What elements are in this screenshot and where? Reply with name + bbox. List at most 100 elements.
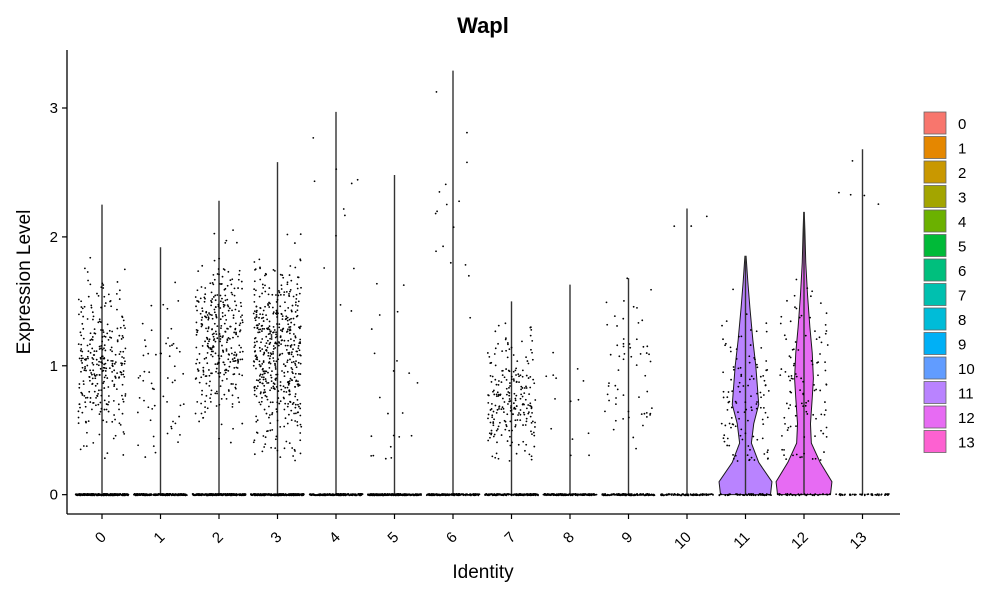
- expression-point: [645, 411, 648, 414]
- expression-point: [197, 270, 200, 273]
- expression-point: [237, 278, 240, 281]
- expression-point: [221, 336, 224, 339]
- expression-point: [504, 338, 507, 341]
- expression-point: [212, 345, 215, 347]
- expression-point: [522, 424, 524, 426]
- expression-point: [752, 435, 755, 438]
- expression-point: [112, 437, 115, 440]
- expression-point: [623, 300, 625, 302]
- expression-point: [116, 308, 118, 311]
- expression-point: [207, 316, 210, 319]
- expression-point: [276, 323, 278, 325]
- expression-point: [283, 339, 286, 342]
- expression-point: [147, 406, 150, 409]
- expression-point: [241, 314, 244, 317]
- expression-point: [150, 382, 153, 385]
- expression-point: [206, 407, 209, 410]
- expression-point: [490, 402, 493, 405]
- expression-point: [522, 403, 524, 405]
- zero-point: [83, 494, 86, 496]
- expression-point: [274, 438, 277, 441]
- expression-point: [111, 360, 114, 362]
- expression-point: [296, 304, 299, 307]
- expression-point: [291, 304, 294, 307]
- expression-point: [750, 375, 753, 378]
- expression-point: [788, 355, 791, 358]
- zero-point: [640, 494, 643, 496]
- expression-point: [635, 447, 637, 450]
- zero-point: [192, 494, 195, 497]
- expression-point: [297, 372, 300, 375]
- expression-point: [296, 411, 299, 414]
- expression-point: [274, 346, 277, 349]
- legend-swatch: [923, 111, 947, 135]
- zero-point: [712, 494, 714, 496]
- expression-point: [222, 350, 224, 352]
- expression-point: [501, 374, 504, 377]
- expression-point: [118, 377, 120, 379]
- expression-point: [444, 183, 447, 186]
- expression-point: [750, 456, 753, 459]
- expression-point: [343, 214, 346, 217]
- expression-point: [270, 387, 273, 389]
- expression-point: [738, 417, 740, 420]
- expression-point: [514, 408, 517, 410]
- expression-point: [239, 322, 242, 325]
- legend-swatch: [923, 160, 947, 184]
- zero-point: [200, 493, 203, 496]
- expression-point: [339, 303, 342, 306]
- expression-point: [178, 415, 181, 418]
- expression-point: [91, 383, 94, 385]
- expression-point: [496, 428, 499, 430]
- expression-point: [493, 433, 496, 436]
- expression-point: [121, 394, 123, 397]
- expression-point: [171, 381, 174, 384]
- expression-point: [819, 389, 822, 392]
- expression-point: [754, 358, 756, 361]
- expression-point: [281, 330, 284, 333]
- expression-point: [533, 382, 536, 385]
- expression-point: [849, 193, 852, 196]
- expression-point: [256, 358, 259, 361]
- expression-point: [119, 371, 122, 373]
- expression-point: [222, 301, 225, 304]
- expression-point: [151, 408, 154, 410]
- zero-point: [851, 493, 854, 496]
- zero-point: [724, 494, 727, 497]
- expression-point: [504, 428, 507, 431]
- expression-point: [530, 458, 533, 461]
- expression-point: [299, 341, 301, 343]
- expression-point: [196, 368, 199, 371]
- expression-point: [628, 343, 631, 345]
- expression-point: [805, 410, 808, 413]
- expression-point: [166, 307, 169, 310]
- expression-point: [205, 310, 208, 313]
- zero-point: [390, 493, 393, 495]
- expression-point: [522, 440, 525, 443]
- expression-point: [283, 371, 286, 374]
- expression-point: [289, 345, 292, 347]
- expression-point: [142, 379, 145, 382]
- expression-point: [261, 362, 264, 365]
- expression-point: [232, 229, 234, 231]
- expression-point: [294, 450, 296, 452]
- expression-point: [289, 290, 291, 293]
- expression-point: [800, 402, 803, 405]
- expression-point: [356, 178, 359, 181]
- expression-point: [221, 379, 224, 382]
- expression-point: [255, 420, 258, 423]
- expression-point: [779, 374, 782, 377]
- zero-point: [491, 494, 494, 497]
- expression-point: [705, 215, 708, 218]
- expression-point: [795, 278, 798, 281]
- expression-point: [267, 293, 270, 296]
- expression-point: [525, 356, 527, 359]
- expression-point: [373, 352, 376, 355]
- expression-point: [825, 312, 828, 315]
- expression-point: [622, 394, 625, 397]
- expression-point: [722, 437, 725, 440]
- zero-point: [647, 494, 650, 497]
- expression-point: [170, 327, 173, 330]
- expression-point: [110, 346, 113, 349]
- expression-point: [143, 399, 145, 402]
